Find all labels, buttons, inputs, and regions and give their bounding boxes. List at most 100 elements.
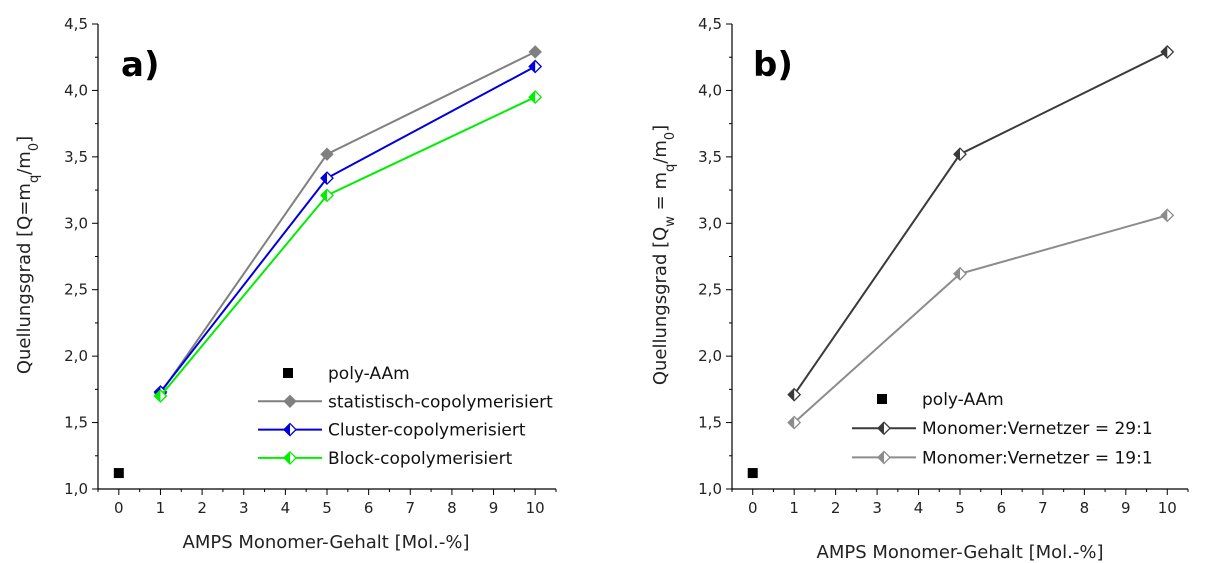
data-point: [787, 387, 802, 402]
x-tick-label: 8: [1080, 499, 1090, 517]
legend-item: Monomer:Vernetzer = 19:1: [852, 448, 1153, 468]
marker-half-fill: [878, 422, 884, 435]
y-tick-label: 1,5: [64, 414, 88, 432]
marker-half-fill: [1161, 45, 1168, 58]
legend-label: poly-AAm: [328, 364, 410, 384]
x-tick-label: 6: [997, 499, 1007, 517]
series-0: [747, 468, 758, 479]
y-tick-label: 2,0: [698, 347, 722, 365]
series-line: [159, 65, 536, 393]
x-tick-label: 2: [831, 499, 841, 517]
series-1: [787, 44, 1175, 402]
y-tick-label: 3,5: [64, 148, 88, 166]
panel-label: b): [753, 45, 793, 85]
y-axis-title-part: Quellungsgrad [Q: [650, 227, 671, 385]
legend-item: Cluster-copolymerisiert: [258, 421, 526, 441]
series-0: [113, 468, 124, 479]
marker-half-fill: [788, 416, 795, 429]
y-tick-label: 1,5: [698, 414, 722, 432]
y-axis-title-part: ]: [14, 136, 35, 143]
data-point: [153, 389, 168, 403]
data-point: [320, 147, 334, 161]
y-axis-title-subscript: 0: [27, 143, 42, 151]
series-2: [153, 59, 543, 399]
y-axis-title-subscript: q: [663, 164, 678, 172]
y-tick-label: 4,5: [698, 15, 722, 33]
x-tick-label: 8: [447, 499, 457, 517]
x-tick-label: 0: [748, 499, 758, 517]
legend-marker: [877, 421, 891, 436]
data-point: [787, 415, 802, 430]
data-point: [1160, 44, 1175, 59]
x-tick-label: 2: [197, 499, 207, 517]
y-axis-title-part: Quellungsgrad [Q=m: [14, 183, 35, 374]
chart-panel-b: 1,0 1,5 2,0 2,5 3,0 3,5 4,0 4,5 0 1 2 3 4 5 6 7 8 9 10 AMPS…: [650, 15, 1189, 563]
data-point: [528, 59, 543, 74]
x-tick-label: 7: [1038, 499, 1048, 517]
y-axis-title-part: /m: [14, 151, 35, 175]
y-tick-label: 3,5: [698, 148, 722, 166]
legend-label: poly-AAm: [922, 390, 1004, 410]
legend-item: Block-copolymerisiert: [258, 449, 513, 469]
legend-label: Monomer:Vernetzer = 29:1: [922, 419, 1153, 439]
x-tick-label: 3: [239, 499, 249, 517]
series-line: [159, 96, 536, 397]
y-tick-label: 3,0: [64, 214, 88, 232]
marker-half-fill: [954, 267, 960, 280]
marker-half-fill: [529, 60, 536, 73]
x-tick-label: 3: [872, 499, 882, 517]
series-line: [159, 51, 536, 394]
legend-item: Monomer:Vernetzer = 29:1: [852, 419, 1153, 439]
y-axis-title: Quellungsgrad [Q=mq/m0]: [14, 136, 42, 374]
x-axis-title: AMPS Monomer-Gehalt [Mol.-%]: [183, 532, 470, 553]
legend-marker: [283, 450, 297, 465]
legend-label: Block-copolymerisiert: [328, 449, 513, 469]
data-point: [320, 171, 334, 186]
data-point: [528, 45, 542, 59]
x-tick-label: 7: [405, 499, 415, 517]
series-line: [793, 51, 1168, 396]
series-3: [153, 90, 543, 403]
y-axis-title-part: /m: [650, 140, 671, 164]
x-tick-label: 10: [1158, 499, 1177, 517]
x-tick-label: 10: [526, 499, 545, 517]
y-tick-label: 2,0: [64, 347, 88, 365]
marker-half-fill: [878, 451, 884, 464]
y-axis-title: Quellungsgrad [Qw = mq/m0]: [650, 125, 678, 385]
y-tick-label: 1,0: [64, 480, 88, 498]
x-axis-title: AMPS Monomer-Gehalt [Mol.-%]: [817, 542, 1104, 563]
y-tick-label: 1,0: [698, 480, 722, 498]
x-tick-label: 0: [114, 499, 124, 517]
data-point: [953, 266, 967, 281]
data-point: [528, 90, 543, 104]
legend-label: Monomer:Vernetzer = 19:1: [922, 448, 1153, 468]
x-tick-label: 1: [156, 499, 166, 517]
legend-label: Cluster-copolymerisiert: [328, 421, 526, 441]
y-tick-label: 4,0: [64, 81, 88, 99]
legend-marker: [283, 422, 297, 437]
data-point: [747, 468, 758, 479]
data-point: [953, 147, 967, 162]
y-tick-label: 3,0: [698, 214, 722, 232]
x-tick-label: 1: [789, 499, 799, 517]
y-tick-label: 4,0: [698, 81, 722, 99]
marker-half-fill: [284, 451, 290, 464]
marker-half-fill: [154, 390, 161, 402]
y-axis-title-part: = m: [650, 172, 671, 216]
x-tick-label: 9: [489, 499, 499, 517]
x-tick-label: 5: [322, 499, 332, 517]
marker-half-fill: [529, 91, 536, 104]
y-tick-label: 2,5: [64, 281, 88, 299]
series-1: [153, 45, 542, 401]
x-tick-label: 6: [364, 499, 374, 517]
y-tick-label: 4,5: [64, 15, 88, 33]
legend-item: statistisch-copolymerisiert: [258, 392, 553, 412]
legend: poly-AAm Monomer:Vernetzer = 29:1 Monomer:…: [852, 390, 1153, 468]
x-tick-label: 5: [955, 499, 965, 517]
legend-marker: [877, 450, 891, 465]
marker-half-fill: [1161, 209, 1168, 222]
marker-half-fill: [788, 388, 795, 401]
marker-half-fill: [954, 148, 960, 161]
y-axis-title-subscript: 0: [663, 132, 678, 140]
